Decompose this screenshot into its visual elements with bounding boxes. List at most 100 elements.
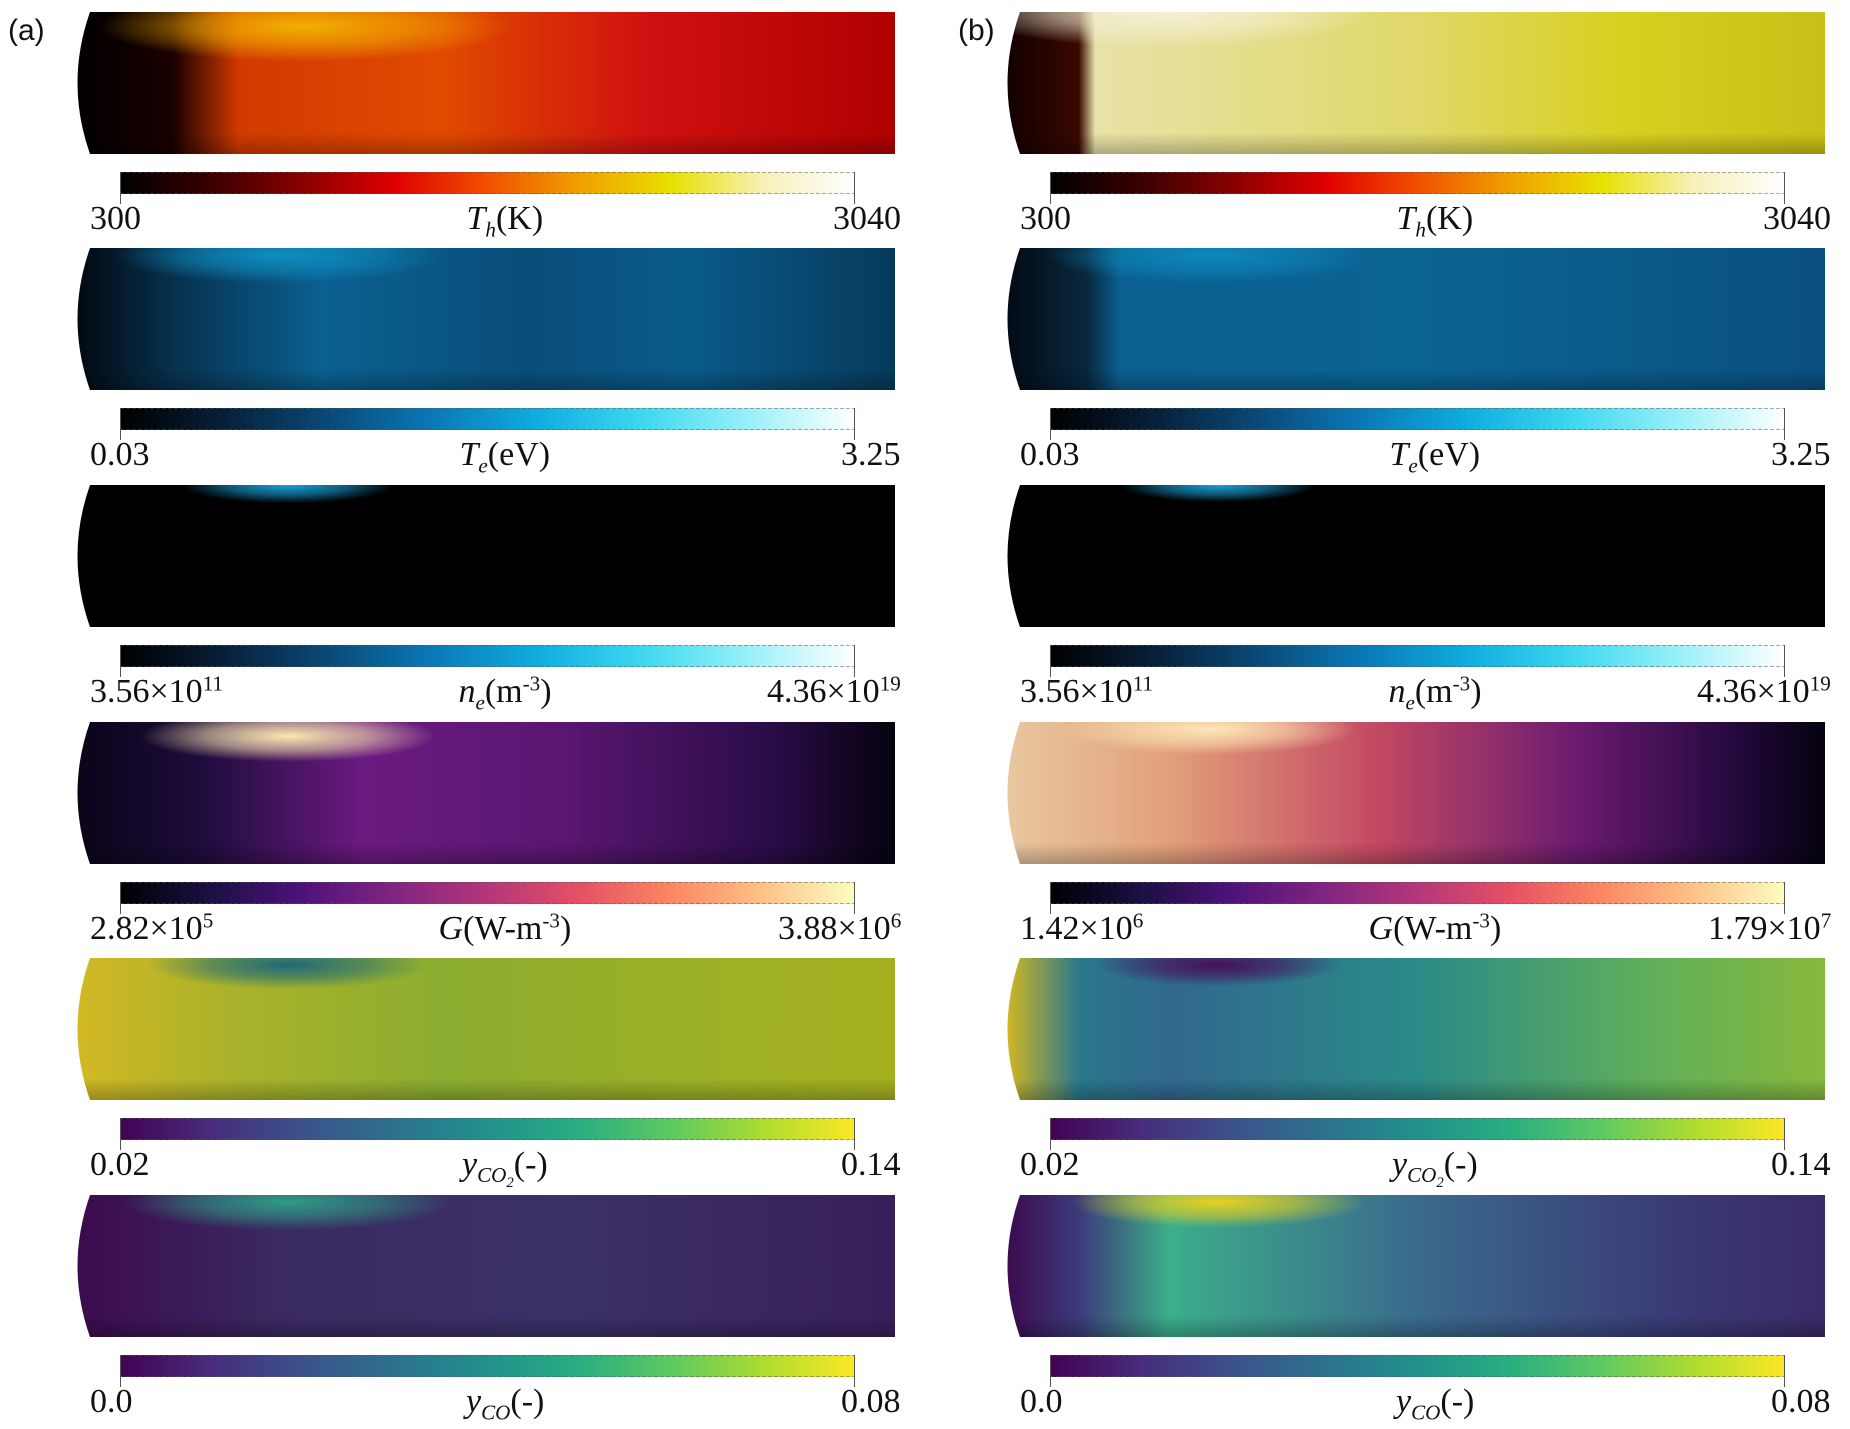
colorbar-min-label: 0.02 [90,1146,150,1183]
colorbar-tick-min [120,1118,121,1150]
colorbar-tick-max [1784,172,1785,204]
unit-exponent: -3 [542,908,560,933]
max-mantissa: 4.36×10 [1697,673,1810,710]
colorbar-title: ne(m-3) [1388,673,1482,713]
title-variable: T [459,436,479,473]
title-variable: n [458,673,476,710]
title-subsubscript: 2 [506,1175,514,1192]
colorbar-tick-max [1784,645,1785,677]
unit-prefix: (W-m [1393,910,1473,947]
colorbar-tick-min [1050,1355,1051,1387]
title-variable: y [1396,1383,1412,1420]
colorbar-title: yCO2(-) [462,1146,548,1191]
colorbar-min-label: 300 [1020,200,1071,237]
unit-exponent: -3 [1472,908,1490,933]
min-exponent: 5 [202,908,214,933]
colorbar-min-label: 0.03 [90,436,150,473]
colorbar-yco2-a [120,1118,855,1140]
colorbar-tick-min [120,1355,121,1387]
max-exponent: 7 [1820,908,1832,933]
title-subscript: h [1415,217,1426,242]
colorbar-max-label: 3040 [833,200,901,237]
title-unit: (W-m-3) [463,910,571,947]
title-subscript-group: CO2 [477,1163,514,1191]
colorbar-title: ne(m-3) [458,673,552,713]
title-subscript: CO [1407,1163,1437,1188]
title-unit: (m-3) [485,673,552,710]
colorbar-title: yCO2(-) [1392,1146,1478,1191]
title-subscript: CO [481,1400,511,1425]
colorbar-tick-max [1784,1118,1785,1150]
colorbar-tick-max [854,408,855,440]
colorbar-title: Te(eV) [459,436,551,476]
title-subscript: e [1408,453,1418,478]
colorbar-yco2-b [1050,1118,1785,1140]
colorbar-title: yCO(-) [1396,1383,1475,1423]
unit-suffix: ) [559,910,572,947]
unit-exponent: -3 [522,671,541,696]
colorbar-max-label: 3.88×106 [778,910,901,946]
max-exponent: 19 [879,671,901,696]
panel-label-a: (a) [8,14,45,47]
title-unit: (-) [1440,1383,1475,1420]
colorbar-max-label: 4.36×1019 [767,673,901,710]
title-unit: (eV) [487,436,551,473]
title-subscript: e [478,453,488,478]
unit-suffix: ) [540,673,552,710]
colorbar-ne-b [1050,645,1785,667]
colorbar-title: G(W-m-3) [438,910,572,947]
colorbar-max-label: 4.36×1019 [1697,673,1831,710]
colorbar-min-label: 3.56×1011 [1020,673,1153,709]
colorbar-max-label: 1.79×107 [1708,910,1831,946]
min-mantissa: 2.82×10 [90,910,203,947]
colorbar-min-label: 0.0 [1020,1383,1063,1420]
title-subscript: e [1405,690,1415,715]
colorbar-tick-max [854,1118,855,1150]
field-Th-a [77,12,895,154]
colorbar-G-a [120,882,855,904]
unit-suffix: ) [1489,910,1502,947]
title-variable: G [438,910,464,947]
colorbar-tick-min [1050,1118,1051,1150]
colorbar-tick-max [854,172,855,204]
colorbar-min-label: 0.02 [1020,1146,1080,1183]
title-unit: (K) [495,200,544,237]
title-variable: T [1389,436,1409,473]
colorbar-tick-max [1784,408,1785,440]
colorbar-title: Th(K) [467,200,544,240]
title-subscript: CO [1411,1400,1441,1425]
field-yco-b [1007,1195,1825,1337]
colorbar-max-label: 0.08 [1771,1383,1831,1420]
colorbar-min-label: 0.0 [90,1383,133,1420]
panel-label-b: (b) [958,14,995,47]
colorbar-yco-a [120,1355,855,1377]
title-variable: n [1388,673,1406,710]
unit-exponent: -3 [1452,671,1471,696]
title-subsubscript: 2 [1436,1175,1444,1192]
colorbar-tick-max [1784,882,1785,914]
title-unit: (eV) [1417,436,1481,473]
title-variable: y [462,1146,478,1183]
title-variable: y [466,1383,482,1420]
colorbar-max-label: 0.08 [841,1383,901,1420]
title-subscript: e [475,690,485,715]
title-variable: y [1392,1146,1408,1183]
colorbar-tick-min [1050,172,1051,204]
title-variable: T [1396,200,1416,237]
colorbar-tick-max [854,1355,855,1387]
colorbar-tick-min [120,882,121,914]
colorbar-title: Te(eV) [1389,436,1481,476]
max-mantissa: 4.36×10 [767,673,880,710]
colorbar-max-label: 0.14 [1771,1146,1831,1183]
unit-prefix: (m [484,673,523,710]
colorbar-title: G(W-m-3) [1369,910,1502,947]
colorbar-Te-b [1050,408,1785,430]
colorbar-tick-min [120,408,121,440]
colorbar-title: yCO(-) [466,1383,544,1423]
colorbar-Th-b [1050,172,1785,194]
colorbar-min-label: 3.56×1011 [90,673,223,709]
field-Te-a [77,248,895,390]
colorbar-tick-min [120,645,121,677]
colorbar-max-label: 3040 [1763,200,1831,237]
title-unit: (m-3) [1415,673,1482,710]
